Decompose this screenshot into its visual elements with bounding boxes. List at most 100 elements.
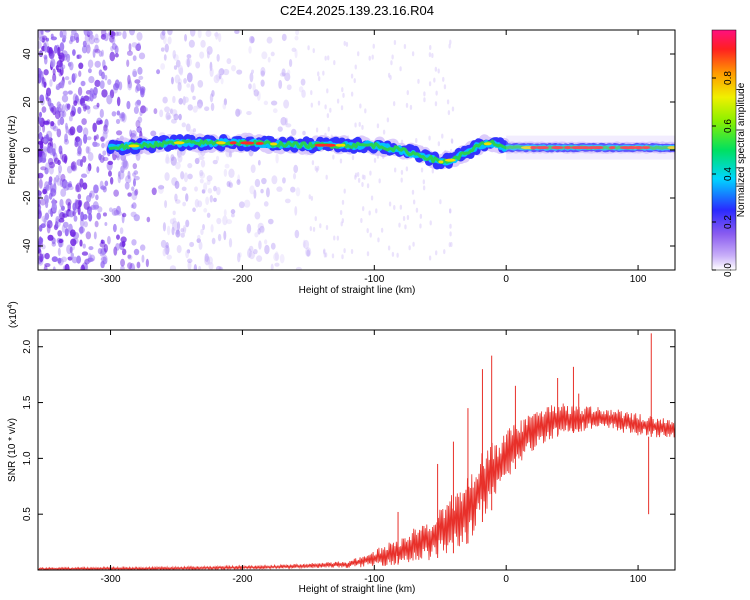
noise-dot bbox=[339, 209, 343, 215]
noise-dot bbox=[354, 174, 357, 180]
noise-dot bbox=[446, 99, 450, 105]
noise-dot bbox=[73, 100, 78, 107]
noise-dot bbox=[206, 212, 211, 218]
noise-dot bbox=[281, 68, 286, 77]
noise-dot bbox=[126, 59, 130, 68]
noise-dot bbox=[173, 54, 179, 61]
noise-dot bbox=[113, 189, 119, 197]
noise-dot bbox=[254, 211, 261, 220]
noise-dot bbox=[294, 35, 299, 41]
noise-dot bbox=[42, 157, 46, 163]
noise-dot bbox=[50, 33, 54, 39]
noise-dot bbox=[137, 66, 143, 75]
noise-dot bbox=[293, 164, 299, 174]
noise-dot bbox=[189, 241, 195, 248]
noise-dot bbox=[238, 252, 242, 258]
noise-dot bbox=[315, 127, 319, 133]
noise-dot bbox=[215, 265, 222, 270]
track-peak bbox=[530, 146, 535, 150]
noise-dot bbox=[127, 254, 132, 259]
noise-dot bbox=[192, 207, 196, 213]
noise-dot bbox=[205, 30, 212, 37]
noise-dot bbox=[366, 183, 370, 189]
noise-dot bbox=[95, 134, 99, 140]
noise-dot bbox=[69, 61, 74, 71]
snr-multiplier-close: ) bbox=[8, 301, 19, 304]
noise-dot bbox=[279, 72, 286, 77]
noise-dot bbox=[55, 107, 59, 115]
noise-dot bbox=[127, 79, 132, 89]
noise-dot bbox=[223, 209, 227, 217]
noise-dot bbox=[404, 224, 407, 230]
noise-dot bbox=[201, 189, 206, 194]
noise-dot bbox=[119, 227, 124, 235]
noise-dot bbox=[442, 76, 445, 82]
noise-dot bbox=[50, 188, 57, 197]
noise-dot bbox=[42, 154, 47, 163]
noise-dot bbox=[342, 92, 345, 98]
noise-dot bbox=[98, 50, 103, 57]
noise-dot bbox=[169, 265, 177, 270]
noise-dot bbox=[60, 188, 67, 197]
noise-dot bbox=[186, 54, 192, 59]
noise-dot bbox=[58, 218, 65, 223]
noise-dot bbox=[314, 216, 317, 222]
noise-dot bbox=[133, 248, 140, 256]
noise-dot bbox=[76, 137, 83, 148]
noise-dot bbox=[111, 111, 117, 117]
noise-dot bbox=[47, 157, 54, 166]
noise-dot bbox=[180, 228, 185, 233]
noise-dot bbox=[448, 208, 452, 214]
noise-dot bbox=[79, 178, 84, 188]
noise-dot bbox=[353, 78, 356, 84]
noise-dot bbox=[223, 98, 227, 106]
noise-dot bbox=[199, 51, 205, 59]
noise-dot bbox=[317, 71, 320, 77]
noise-dot bbox=[131, 239, 137, 246]
noise-dot bbox=[94, 33, 99, 41]
noise-dot bbox=[199, 169, 204, 177]
noise-dot bbox=[164, 172, 170, 181]
noise-dot bbox=[278, 79, 283, 89]
noise-dot bbox=[204, 253, 209, 263]
noise-dot bbox=[250, 36, 255, 44]
track-peak bbox=[255, 141, 264, 145]
noise-dot bbox=[72, 72, 78, 79]
noise-dot bbox=[80, 211, 84, 222]
noise-dot bbox=[186, 72, 193, 83]
noise-dot bbox=[183, 78, 187, 84]
spectrogram-ytick-label: 40 bbox=[22, 48, 33, 60]
noise-dot bbox=[139, 110, 143, 117]
noise-dot bbox=[56, 101, 61, 109]
noise-dot bbox=[40, 30, 44, 35]
spectrogram-xtick-label: 0 bbox=[503, 274, 509, 285]
noise-dot bbox=[116, 31, 122, 36]
noise-dot bbox=[170, 154, 175, 162]
noise-dot bbox=[294, 48, 298, 59]
noise-dot bbox=[130, 204, 134, 209]
noise-dot bbox=[38, 209, 42, 220]
noise-dot bbox=[209, 93, 214, 103]
noise-dot bbox=[270, 100, 278, 106]
noise-dot bbox=[61, 224, 66, 233]
noise-dot bbox=[127, 192, 132, 197]
noise-dot bbox=[378, 178, 381, 184]
noise-dot bbox=[178, 113, 182, 121]
noise-dot bbox=[145, 258, 149, 268]
noise-dot bbox=[226, 58, 232, 65]
noise-dot bbox=[44, 252, 50, 260]
noise-dot bbox=[319, 223, 322, 229]
noise-dot bbox=[144, 107, 148, 112]
noise-dot bbox=[137, 44, 141, 51]
noise-dot bbox=[83, 201, 90, 210]
noise-dot bbox=[116, 234, 120, 240]
noise-dot bbox=[93, 231, 97, 240]
noise-dot bbox=[64, 133, 68, 143]
noise-dot bbox=[260, 66, 266, 76]
noise-dot bbox=[333, 60, 336, 66]
noise-dot bbox=[310, 102, 314, 108]
track-peak bbox=[551, 146, 563, 150]
noise-dot bbox=[387, 245, 391, 251]
noise-dot bbox=[329, 107, 332, 113]
noise-dot bbox=[48, 161, 55, 169]
